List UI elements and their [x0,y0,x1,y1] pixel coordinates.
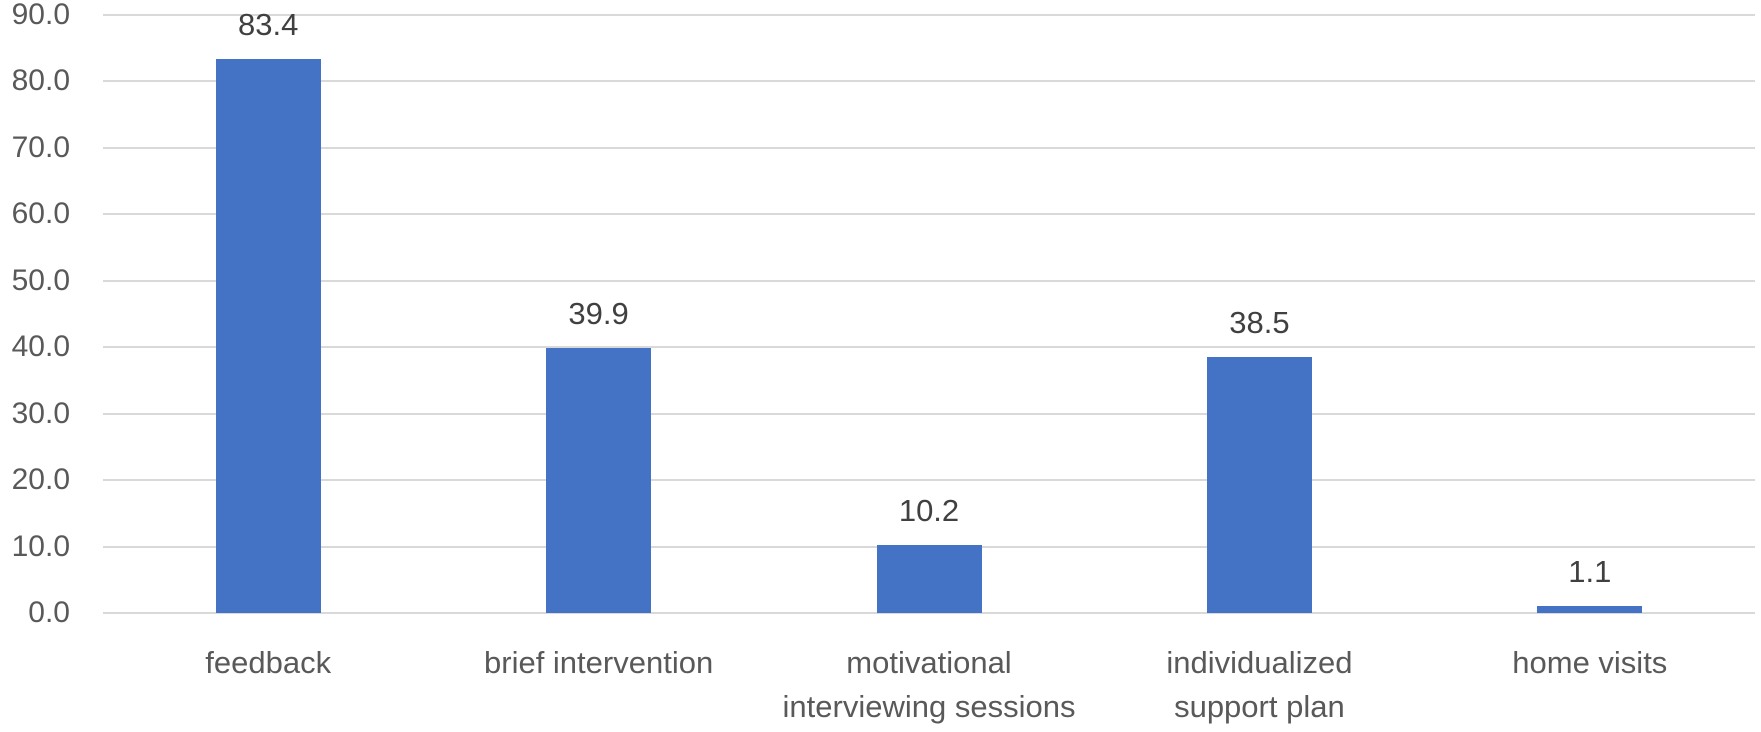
gridline [103,346,1755,349]
data-label: 38.5 [1229,305,1290,341]
y-tick-label: 90.0 [11,0,70,31]
data-label: 1.1 [1568,553,1612,589]
bar-brief [546,347,652,613]
gridline [103,479,1755,482]
bar-home [1537,605,1643,613]
category-label-line: interviewing sessions [782,689,1076,724]
category-label: individualized support plan [1073,641,1445,729]
y-tick-label: 10.0 [11,529,70,563]
bar-individualized [1206,357,1312,613]
category-label: motivational interviewing sessions [743,641,1115,729]
gridline [103,146,1755,149]
category-label-line: home visits [1512,645,1668,680]
gridline [103,279,1755,282]
bar-motivational [876,545,982,613]
y-tick-label: 20.0 [11,463,70,497]
data-label: 83.4 [238,6,299,42]
category-label-line: motivational [846,645,1012,680]
data-label: 39.9 [568,295,629,331]
y-tick-label: 50.0 [11,263,70,297]
gridline [103,612,1755,614]
category-label-line: individualized [1166,645,1353,680]
y-tick-label: 0.0 [28,596,70,629]
bar-feedback [215,58,321,613]
gridline [103,213,1755,216]
y-tick-label: 60.0 [11,197,70,231]
y-tick-label: 40.0 [11,330,70,364]
gridline [103,80,1755,83]
y-tick-label: 70.0 [11,130,70,164]
y-tick-label: 30.0 [11,396,70,430]
data-label: 10.2 [898,493,960,529]
category-label: feedback [82,641,454,685]
category-label-line: brief intervention [484,645,714,680]
y-tick-label: 80.0 [11,64,70,98]
category-label: brief intervention [413,641,785,685]
gridline [103,14,1755,16]
category-label-line: support plan [1174,689,1345,724]
category-label: home visits [1404,641,1761,685]
category-label-line: feedback [205,645,332,680]
gridline [103,412,1755,415]
